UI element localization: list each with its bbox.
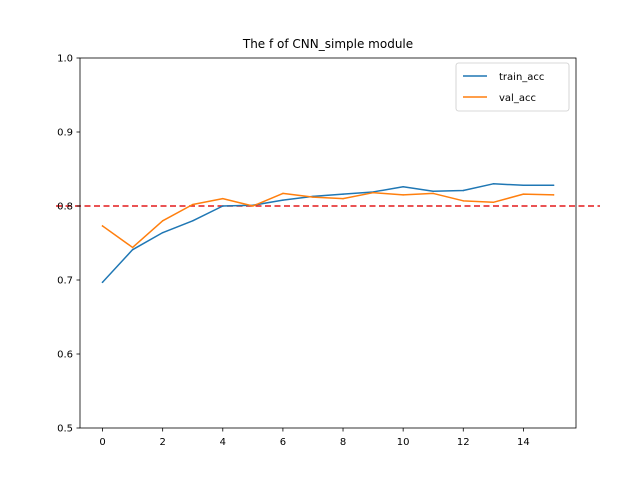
- data-point-val-acc-0: [101, 225, 104, 227]
- data-point-val-acc-3: [191, 203, 194, 206]
- legend-label-val-acc: val_acc: [499, 93, 536, 104]
- data-point-train-acc-6: [282, 199, 284, 201]
- legend-label-train-acc: train_acc: [499, 72, 544, 83]
- x-tick-label: 14: [517, 437, 530, 448]
- data-point-train-acc-1: [131, 248, 134, 251]
- data-point-val-acc-5: [252, 205, 254, 207]
- data-point-train-acc-11: [432, 190, 434, 192]
- data-point-train-acc-4: [222, 205, 224, 207]
- x-tick-label: 8: [340, 437, 346, 448]
- x-tick-label: 6: [280, 437, 286, 448]
- axes-frame: [79, 57, 577, 429]
- data-point-train-acc-14: [522, 184, 525, 187]
- data-point-val-acc-10: [402, 194, 404, 196]
- series-line-val-acc: [101, 191, 555, 249]
- y-tick-label: 0.6: [57, 350, 73, 361]
- data-point-val-acc-6: [282, 192, 284, 195]
- y-tick-label: 0.9: [57, 128, 73, 139]
- y-tick-label: 0.5: [57, 424, 73, 435]
- x-tick-label: 0: [99, 437, 105, 448]
- data-point-val-acc-9: [372, 191, 374, 194]
- series-line-train-acc: [101, 183, 555, 284]
- x-tick-label: 4: [220, 437, 226, 448]
- data-point-train-acc-3: [191, 220, 194, 222]
- chart-title: The f of CNN_simple module: [242, 37, 413, 51]
- data-point-val-acc-7: [312, 196, 314, 198]
- data-point-train-acc-8: [342, 193, 344, 195]
- legend-box: [455, 62, 570, 112]
- y-tick-label: 1.0: [57, 54, 73, 65]
- data-point-val-acc-12: [462, 200, 465, 202]
- data-point-val-acc-8: [342, 197, 344, 200]
- x-tick-label: 12: [457, 437, 470, 448]
- plot-area: 0 2 4 6 8 10 12 14 0.5 0.6 0.7 0.8 0.9 1.0: [56, 54, 600, 448]
- data-point-val-acc-14: [522, 193, 525, 195]
- data-point-val-acc-2: [161, 220, 164, 222]
- x-tick-label: 10: [397, 437, 410, 448]
- data-point-val-acc-15: [552, 194, 555, 196]
- data-point-train-acc-10: [402, 186, 404, 188]
- data-point-val-acc-1: [131, 246, 134, 249]
- data-point-train-acc-2: [161, 231, 164, 234]
- data-point-train-acc-12: [462, 189, 465, 192]
- y-tick-label: 0.8: [57, 202, 73, 213]
- legend: train_acc val_acc: [455, 62, 570, 112]
- data-point-val-acc-4: [222, 197, 224, 200]
- data-point-val-acc-11: [432, 192, 434, 195]
- y-tick-label: 0.7: [57, 276, 73, 287]
- data-point-val-acc-13: [492, 201, 495, 204]
- x-tick-label: 2: [159, 437, 165, 448]
- data-point-train-acc-0: [101, 281, 104, 283]
- data-point-train-acc-15: [552, 184, 555, 187]
- data-point-train-acc-13: [492, 183, 495, 185]
